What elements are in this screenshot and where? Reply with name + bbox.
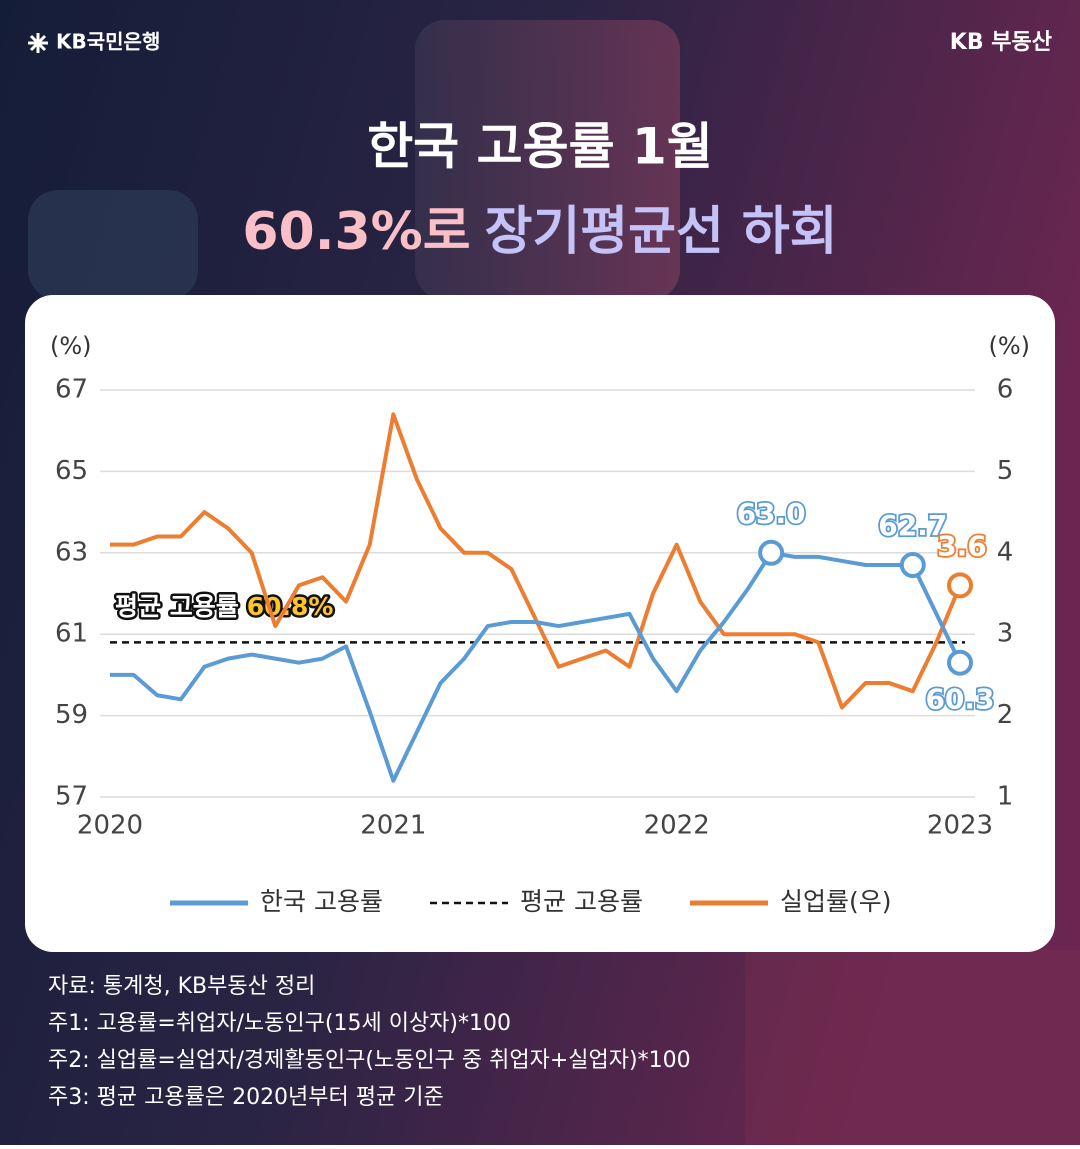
series-line	[110, 550, 962, 783]
title-line1: 한국 고용률 1월	[367, 118, 713, 176]
basket	[745, 950, 1080, 1145]
point-marker	[899, 552, 926, 579]
y2-tick-label: 3	[997, 619, 1014, 649]
footnote: 자료: 통계청, KB부동산 정리	[48, 974, 315, 999]
point-marker	[947, 572, 973, 599]
data-label: 60.3	[925, 683, 994, 716]
average-name: 평균 고용률	[115, 592, 239, 621]
data-label: 62.7	[878, 509, 947, 542]
y2-axis-label: (%)	[988, 332, 1030, 360]
legend-label: 실업률(우)	[780, 887, 892, 916]
y2-tick-label: 5	[997, 456, 1014, 486]
point-marker	[947, 649, 973, 676]
y2-tick-label: 4	[997, 537, 1014, 567]
title-rest: 장기평균선 하회	[485, 202, 838, 262]
legend-label: 한국 고용률	[260, 887, 383, 916]
brand-left: KB국민은행	[56, 30, 160, 54]
series-line	[110, 412, 962, 710]
footnote: 주3: 평균 고용률은 2020년부터 평균 기준	[48, 1085, 444, 1110]
footnote: 주2: 실업률=실업자/경제활동인구(노동인구 중 취업자+실업자)*100	[48, 1048, 691, 1073]
y-tick-label: 65	[55, 456, 88, 486]
y-tick-label: 57	[55, 782, 88, 812]
y-tick-label: 67	[55, 375, 88, 405]
x-tick-label: 2022	[644, 811, 710, 841]
data-label: 3.6	[937, 529, 987, 562]
brand-right: KB 부동산	[950, 30, 1052, 55]
x-tick-label: 2021	[360, 811, 426, 841]
title-highlight: 60.3%로	[242, 202, 470, 262]
y-axis-label: (%)	[50, 332, 92, 360]
coin-stack	[415, 20, 680, 300]
y2-tick-label: 1	[997, 782, 1014, 812]
legend-label: 평균 고용률	[520, 887, 643, 916]
y-tick-label: 61	[55, 619, 88, 649]
y2-tick-label: 2	[997, 700, 1014, 730]
y2-tick-label: 6	[997, 375, 1014, 405]
point-marker	[758, 539, 785, 566]
logo	[28, 33, 48, 53]
coin-stack	[28, 190, 198, 300]
x-tick-label: 2023	[927, 811, 993, 841]
plot: 57 59 61 63 65 67 1 2 3 4 5 6 2020 2021 2022 2023 평균 고용률…	[55, 375, 1013, 917]
average-annotation: 평균 고용률 60.8%	[115, 592, 333, 621]
title-line2: 60.3%로 장기평균선 하회	[242, 202, 837, 262]
x-tick-label: 2020	[77, 811, 143, 841]
footnote: 주1: 고용률=취업자/노동인구(15세 이상자)*100	[48, 1011, 511, 1036]
y-tick-label: 63	[55, 537, 88, 567]
data-label: 63.0	[737, 497, 806, 530]
average-value: 60.8%	[247, 592, 334, 621]
y-tick-label: 59	[55, 700, 88, 730]
